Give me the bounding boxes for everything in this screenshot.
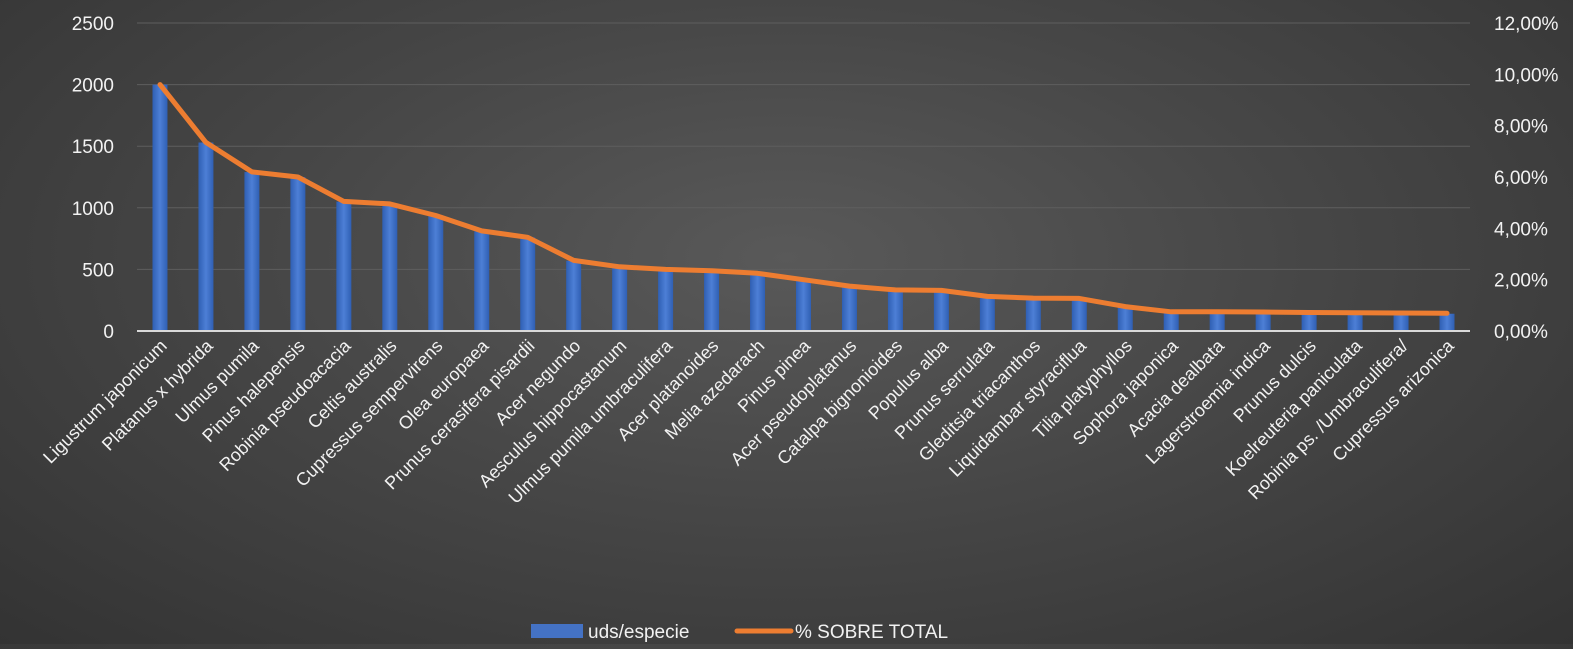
y-left-tick-label: 2500 <box>72 14 114 35</box>
bar <box>428 215 444 331</box>
bar <box>520 237 536 331</box>
legend-swatch-bars <box>531 624 583 638</box>
bar <box>1255 311 1271 331</box>
y-right-tick-label: 4,00% <box>1494 219 1548 240</box>
bar <box>979 296 995 331</box>
bar <box>1163 311 1179 331</box>
bar <box>1025 298 1041 331</box>
bar <box>198 142 214 331</box>
y-right-tick-label: 8,00% <box>1494 117 1548 138</box>
legend-label-line: % SOBRE TOTAL <box>795 622 948 643</box>
bar <box>796 279 811 331</box>
y-right-tick-label: 12,00% <box>1494 14 1559 35</box>
bar <box>290 177 306 331</box>
legend-label-bars: uds/especie <box>588 622 689 643</box>
y-right-tick-label: 2,00% <box>1494 271 1548 292</box>
bar <box>887 290 903 331</box>
y-left-tick-label: 1500 <box>72 137 114 158</box>
bar <box>474 231 490 331</box>
bar <box>152 84 168 331</box>
bar <box>750 273 766 331</box>
line-series-percent <box>157 82 1450 316</box>
bar <box>566 260 582 331</box>
bar <box>1393 313 1409 331</box>
bar <box>1439 313 1455 331</box>
bar <box>1347 312 1363 331</box>
y-left-tick-label: 500 <box>82 260 114 281</box>
bar <box>1117 306 1133 331</box>
bar <box>1301 312 1317 331</box>
bar <box>658 269 674 331</box>
bar <box>1071 298 1087 331</box>
y-right-tick-label: 6,00% <box>1494 168 1548 189</box>
y-left-tick-label: 2000 <box>72 76 114 97</box>
bar <box>933 290 949 331</box>
bar <box>244 172 260 331</box>
bar <box>841 286 857 331</box>
y-left-tick-label: 0 <box>103 322 114 343</box>
bar <box>612 266 628 331</box>
y-left-tick-label: 1000 <box>72 199 114 220</box>
bar <box>704 270 720 331</box>
bar <box>336 201 352 331</box>
bar <box>1209 311 1225 331</box>
bar <box>382 204 398 331</box>
y-right-tick-label: 0,00% <box>1494 322 1548 343</box>
y-right-tick-label: 10,00% <box>1494 65 1559 86</box>
